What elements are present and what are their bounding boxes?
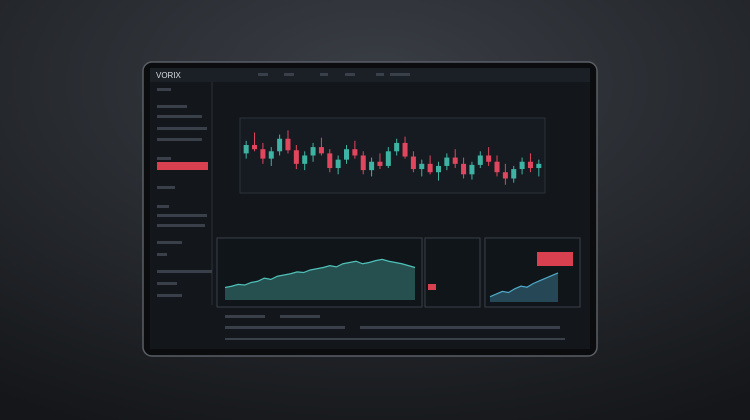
candle-body [511, 169, 517, 179]
sell-button[interactable] [157, 162, 208, 170]
candle-body [494, 161, 500, 173]
candle-body [268, 151, 274, 159]
volume-panel [216, 237, 423, 308]
depth-panel [484, 237, 581, 308]
candle-body [252, 145, 258, 150]
sidebar [157, 88, 212, 297]
candle-body [377, 161, 383, 166]
candle-body [444, 157, 450, 166]
top-menu [258, 73, 410, 76]
candle-body [469, 164, 475, 175]
candle-body [335, 159, 341, 169]
area-line [224, 258, 416, 289]
bottom-rows [225, 315, 565, 340]
app-title: VORIX [156, 71, 182, 80]
candle-body [243, 145, 249, 154]
candle-body [327, 153, 333, 169]
order-marker [428, 284, 436, 290]
order-panel [424, 237, 481, 308]
candle-body [519, 161, 525, 170]
candle-body [285, 138, 291, 151]
candle-body [260, 149, 266, 159]
candle-body [410, 156, 416, 170]
candle-body [277, 138, 283, 152]
candle-body [452, 157, 458, 164]
area-fill [490, 272, 558, 302]
candle-body [302, 155, 308, 164]
candle-body [402, 142, 408, 157]
candle-body [360, 155, 366, 171]
candle-body [477, 155, 483, 165]
candle-body [536, 163, 542, 169]
candle-body [310, 147, 316, 156]
candle-body [486, 155, 492, 162]
candle-body [461, 163, 467, 175]
alert-box [537, 252, 573, 266]
candle-body [502, 172, 508, 179]
candle-body [527, 161, 533, 169]
candle-body [427, 163, 433, 173]
area-fill [225, 259, 415, 300]
candle-body [394, 142, 400, 152]
candle-body [293, 150, 299, 164]
candle-body [318, 147, 324, 154]
top-bar [150, 68, 590, 82]
candle-body [385, 151, 391, 166]
area-line [489, 272, 559, 298]
candle-body [419, 163, 425, 170]
candle-body [369, 161, 375, 171]
candle-body [344, 149, 350, 160]
candle-chart [239, 117, 546, 194]
candle-body [435, 165, 441, 173]
candle-body [352, 149, 358, 156]
